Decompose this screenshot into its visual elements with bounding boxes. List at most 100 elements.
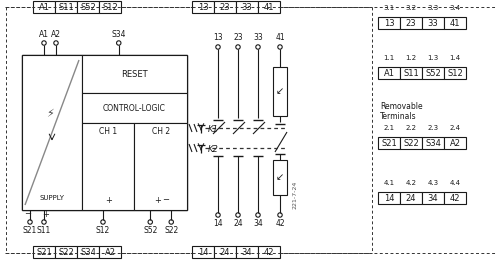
Text: +: +	[105, 196, 112, 205]
Bar	[192, 246, 214, 258]
Bar	[192, 1, 214, 13]
Text: 4.3: 4.3	[427, 180, 438, 186]
Text: 4.2: 4.2	[405, 180, 416, 186]
Text: +: +	[43, 210, 50, 218]
Text: 34: 34	[428, 193, 438, 203]
Bar	[400, 192, 422, 204]
Text: 14: 14	[198, 248, 208, 257]
Text: K1: K1	[208, 125, 219, 133]
Text: 23: 23	[233, 33, 243, 42]
Text: −: −	[25, 210, 32, 218]
Text: 23: 23	[219, 3, 230, 11]
Text: ↙: ↙	[276, 87, 284, 96]
Text: A1: A1	[39, 30, 49, 39]
Text: 3.4: 3.4	[449, 5, 460, 11]
Bar	[134, 123, 187, 210]
Bar	[258, 1, 280, 13]
Text: S22: S22	[58, 248, 74, 257]
Text: CONTROL-LOGIC: CONTROL-LOGIC	[103, 103, 166, 113]
Bar	[22, 55, 187, 210]
Text: 2.4: 2.4	[449, 125, 460, 131]
Text: 33: 33	[428, 18, 438, 28]
Text: S11: S11	[37, 226, 51, 235]
Text: S21: S21	[36, 248, 52, 257]
Text: S52: S52	[425, 68, 441, 77]
Text: 1.1: 1.1	[383, 55, 395, 61]
Bar	[422, 137, 444, 149]
Text: S21: S21	[23, 226, 37, 235]
Bar	[422, 67, 444, 79]
Text: A1: A1	[39, 3, 50, 11]
Text: S12: S12	[447, 68, 463, 77]
Text: +: +	[154, 196, 161, 205]
Text: S52: S52	[80, 3, 96, 11]
Text: A2: A2	[449, 139, 460, 147]
Text: 13: 13	[384, 18, 394, 28]
Text: 13: 13	[213, 33, 223, 42]
Text: S21: S21	[381, 139, 397, 147]
Text: 33: 33	[241, 3, 253, 11]
Text: 1.3: 1.3	[427, 55, 438, 61]
Text: 14: 14	[384, 193, 394, 203]
Bar	[55, 246, 77, 258]
Text: S52: S52	[143, 226, 157, 235]
Bar	[99, 1, 121, 13]
Text: S34: S34	[112, 30, 126, 39]
Bar	[444, 67, 466, 79]
Text: ⚡: ⚡	[46, 109, 54, 120]
Bar	[400, 137, 422, 149]
Text: 34: 34	[241, 248, 253, 257]
Bar	[77, 246, 99, 258]
Bar	[422, 17, 444, 29]
Text: 34: 34	[253, 219, 263, 228]
Text: S34: S34	[425, 139, 441, 147]
Text: SUPPLY: SUPPLY	[40, 195, 65, 201]
Text: 41: 41	[264, 3, 274, 11]
Bar	[273, 160, 287, 195]
Text: 42: 42	[264, 248, 274, 257]
Bar	[400, 67, 422, 79]
Text: ↙: ↙	[276, 172, 284, 183]
Bar	[236, 1, 258, 13]
Text: 2.1: 2.1	[383, 125, 395, 131]
Text: A2: A2	[51, 30, 61, 39]
Text: S22: S22	[164, 226, 178, 235]
Text: 24: 24	[406, 193, 416, 203]
Text: 4.4: 4.4	[449, 180, 460, 186]
Bar	[33, 246, 55, 258]
Bar	[214, 1, 236, 13]
Bar	[82, 123, 134, 210]
Bar	[378, 192, 400, 204]
Bar	[444, 192, 466, 204]
Text: 33: 33	[253, 33, 263, 42]
Text: 3.3: 3.3	[427, 5, 438, 11]
Bar	[236, 246, 258, 258]
Text: 4.1: 4.1	[383, 180, 395, 186]
Text: S11: S11	[58, 3, 74, 11]
Text: S11: S11	[403, 68, 419, 77]
Text: A1: A1	[383, 68, 394, 77]
Text: S12: S12	[96, 226, 110, 235]
Text: RESET: RESET	[121, 69, 148, 79]
Text: 2.2: 2.2	[405, 125, 416, 131]
Bar	[258, 246, 280, 258]
Text: 23: 23	[406, 18, 416, 28]
Bar	[378, 67, 400, 79]
Text: 1.2: 1.2	[405, 55, 416, 61]
Text: A2: A2	[105, 248, 116, 257]
Bar	[378, 137, 400, 149]
Text: S34: S34	[80, 248, 96, 257]
Text: 3.2: 3.2	[405, 5, 416, 11]
Text: 41: 41	[450, 18, 460, 28]
Text: −: −	[162, 196, 169, 205]
Text: 14: 14	[213, 219, 223, 228]
Bar	[33, 1, 55, 13]
Bar	[77, 1, 99, 13]
Bar	[378, 17, 400, 29]
Text: 1.4: 1.4	[449, 55, 460, 61]
Text: 2.3: 2.3	[427, 125, 438, 131]
Text: 221-7-24: 221-7-24	[293, 181, 298, 209]
Text: CH 1: CH 1	[99, 127, 117, 135]
Text: 13: 13	[198, 3, 208, 11]
Text: 42: 42	[450, 193, 460, 203]
